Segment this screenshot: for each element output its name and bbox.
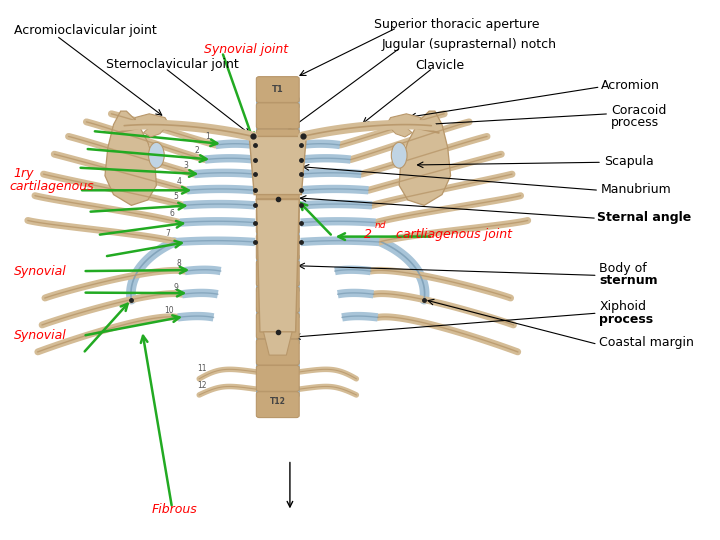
Text: 6: 6 [169, 210, 174, 218]
FancyBboxPatch shape [256, 386, 300, 397]
Text: sternum: sternum [599, 274, 658, 287]
Text: Scapula: Scapula [604, 154, 654, 168]
Text: process: process [611, 117, 660, 130]
FancyBboxPatch shape [256, 176, 300, 187]
Text: 3: 3 [184, 161, 189, 170]
Polygon shape [399, 111, 451, 205]
Text: 2: 2 [194, 146, 199, 156]
Text: Jugular (suprasternal) notch: Jugular (suprasternal) notch [382, 38, 557, 51]
Text: 10: 10 [165, 306, 174, 315]
Text: Manubrium: Manubrium [600, 183, 671, 195]
Text: 12: 12 [197, 381, 207, 390]
Text: 4: 4 [176, 177, 181, 186]
Text: Fibrous: Fibrous [152, 503, 198, 516]
Text: Body of: Body of [599, 262, 647, 275]
FancyBboxPatch shape [256, 260, 300, 286]
Text: Synovial: Synovial [14, 329, 66, 342]
FancyBboxPatch shape [256, 228, 300, 239]
Text: Acromioclavicular joint: Acromioclavicular joint [14, 24, 156, 37]
Ellipse shape [148, 143, 164, 168]
FancyBboxPatch shape [256, 287, 300, 313]
FancyBboxPatch shape [256, 392, 300, 417]
Polygon shape [249, 137, 306, 194]
FancyBboxPatch shape [256, 360, 300, 370]
Text: Sternal angle: Sternal angle [597, 211, 691, 224]
Text: Synovial joint: Synovial joint [204, 43, 288, 56]
FancyBboxPatch shape [256, 202, 300, 213]
Text: cartliagenous joint: cartliagenous joint [392, 228, 512, 241]
FancyBboxPatch shape [256, 234, 300, 260]
FancyBboxPatch shape [256, 366, 300, 392]
Polygon shape [391, 123, 412, 137]
Text: Coracoid: Coracoid [611, 104, 667, 117]
Text: 1: 1 [205, 132, 210, 141]
Polygon shape [387, 114, 420, 129]
Text: 9: 9 [174, 282, 179, 292]
Text: Sternoclavicular joint: Sternoclavicular joint [107, 58, 239, 71]
FancyBboxPatch shape [256, 129, 300, 155]
FancyBboxPatch shape [256, 77, 300, 103]
FancyBboxPatch shape [256, 281, 300, 292]
Text: 5: 5 [173, 192, 178, 201]
Polygon shape [256, 199, 300, 332]
FancyBboxPatch shape [256, 150, 300, 160]
FancyBboxPatch shape [256, 97, 300, 108]
FancyBboxPatch shape [256, 255, 300, 266]
Text: T12: T12 [270, 397, 286, 407]
Text: nd: nd [375, 221, 387, 230]
FancyBboxPatch shape [256, 313, 300, 339]
FancyBboxPatch shape [256, 208, 300, 234]
Text: 2: 2 [364, 228, 372, 241]
Text: Superior thoracic aperture: Superior thoracic aperture [374, 18, 540, 31]
Text: 11: 11 [197, 363, 207, 373]
FancyBboxPatch shape [256, 334, 300, 345]
Text: Acromion: Acromion [600, 79, 660, 92]
Polygon shape [105, 111, 156, 205]
FancyBboxPatch shape [256, 339, 300, 365]
Text: Clavicle: Clavicle [415, 59, 464, 72]
Polygon shape [264, 332, 292, 355]
FancyBboxPatch shape [256, 181, 300, 207]
Text: 1ry: 1ry [14, 166, 34, 179]
FancyBboxPatch shape [256, 156, 300, 181]
FancyBboxPatch shape [256, 307, 300, 318]
Text: 8: 8 [176, 259, 181, 268]
FancyBboxPatch shape [256, 124, 300, 134]
Text: Coastal margin: Coastal margin [599, 336, 694, 349]
Text: cartilagenous: cartilagenous [9, 180, 94, 193]
Text: Xiphoid: Xiphoid [599, 300, 646, 313]
Ellipse shape [392, 143, 407, 168]
Text: 7: 7 [166, 228, 171, 238]
Polygon shape [143, 123, 165, 137]
Text: process: process [599, 313, 653, 326]
FancyBboxPatch shape [256, 103, 300, 129]
Text: Synovial: Synovial [14, 265, 66, 278]
Text: T1: T1 [272, 85, 284, 94]
Polygon shape [135, 114, 169, 129]
